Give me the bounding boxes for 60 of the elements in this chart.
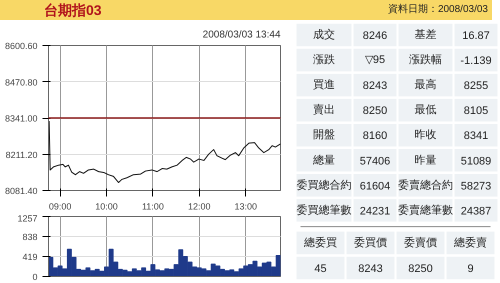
text: 45: [314, 262, 327, 275]
text: 成交: [313, 28, 335, 42]
y-tick-label: 0: [32, 272, 38, 282]
text: 委買總筆數: [296, 203, 352, 216]
text: 委賣總筆數: [398, 203, 453, 216]
text: 51089: [460, 155, 492, 168]
x-tick-label: 10:00: [95, 202, 118, 212]
line-series: [48, 120, 280, 184]
x-tick-label: 12:00: [188, 202, 211, 212]
text: 最低: [414, 104, 436, 116]
text: 開盤: [313, 129, 335, 142]
text: 8250: [362, 105, 388, 118]
text: 委賣總合約: [398, 178, 453, 192]
text: 總量: [312, 154, 335, 166]
text: 58273: [460, 180, 492, 192]
text: 漲跌幅: [409, 54, 442, 66]
y-tick-label: 8341.00: [4, 114, 38, 124]
text: 8243: [362, 80, 388, 92]
text: 委賣價: [404, 236, 437, 249]
x-tick-label: 13:00: [234, 202, 257, 212]
bar: [266, 262, 272, 276]
y-tick-label: 8081.40: [4, 186, 38, 196]
text: 昨收: [414, 129, 436, 142]
text: 買進: [313, 79, 335, 92]
text: 8243: [358, 262, 383, 275]
text: 57406: [360, 155, 390, 168]
text: 24387: [460, 205, 492, 218]
text: 最高: [414, 78, 436, 92]
text: 委買總合約: [296, 178, 352, 192]
text: 總委買: [303, 236, 337, 249]
text: ▽95: [364, 54, 386, 66]
x-tick-label: 09:00: [48, 202, 72, 212]
text: 8160: [362, 130, 388, 142]
text: 8250: [408, 262, 433, 275]
x-tick-label: 11:00: [142, 202, 164, 212]
text: 總委賣: [453, 236, 487, 249]
text: 賣出: [313, 103, 335, 116]
text: 資料日期：2008/03/03: [388, 2, 488, 17]
y-tick-label: 838: [22, 232, 38, 242]
text: 8341: [464, 130, 488, 142]
y-tick-label: 1257: [17, 214, 38, 224]
y-tick-label: 8600.60: [4, 41, 38, 51]
y-tick-label: 8470.80: [4, 77, 38, 88]
text: 8246: [362, 30, 388, 42]
y-tick-label: 419: [22, 252, 38, 262]
text: -1.139: [460, 55, 492, 68]
y-tick-label: 8211.20: [6, 150, 38, 160]
text: 委買價: [354, 236, 387, 249]
text: 2008/03/03 13:44: [202, 30, 281, 40]
text: 61604: [360, 180, 390, 192]
text: 昨量: [414, 154, 436, 166]
text: 8255: [464, 80, 488, 92]
text: 9: [467, 262, 474, 275]
bar: [85, 267, 90, 276]
text: 基差: [414, 28, 436, 42]
chart-title: 台期指03: [44, 1, 102, 20]
text: 漲跌: [313, 54, 335, 66]
text: 8105: [464, 105, 488, 118]
text: 16.87: [462, 30, 490, 42]
text: 24231: [360, 205, 390, 218]
